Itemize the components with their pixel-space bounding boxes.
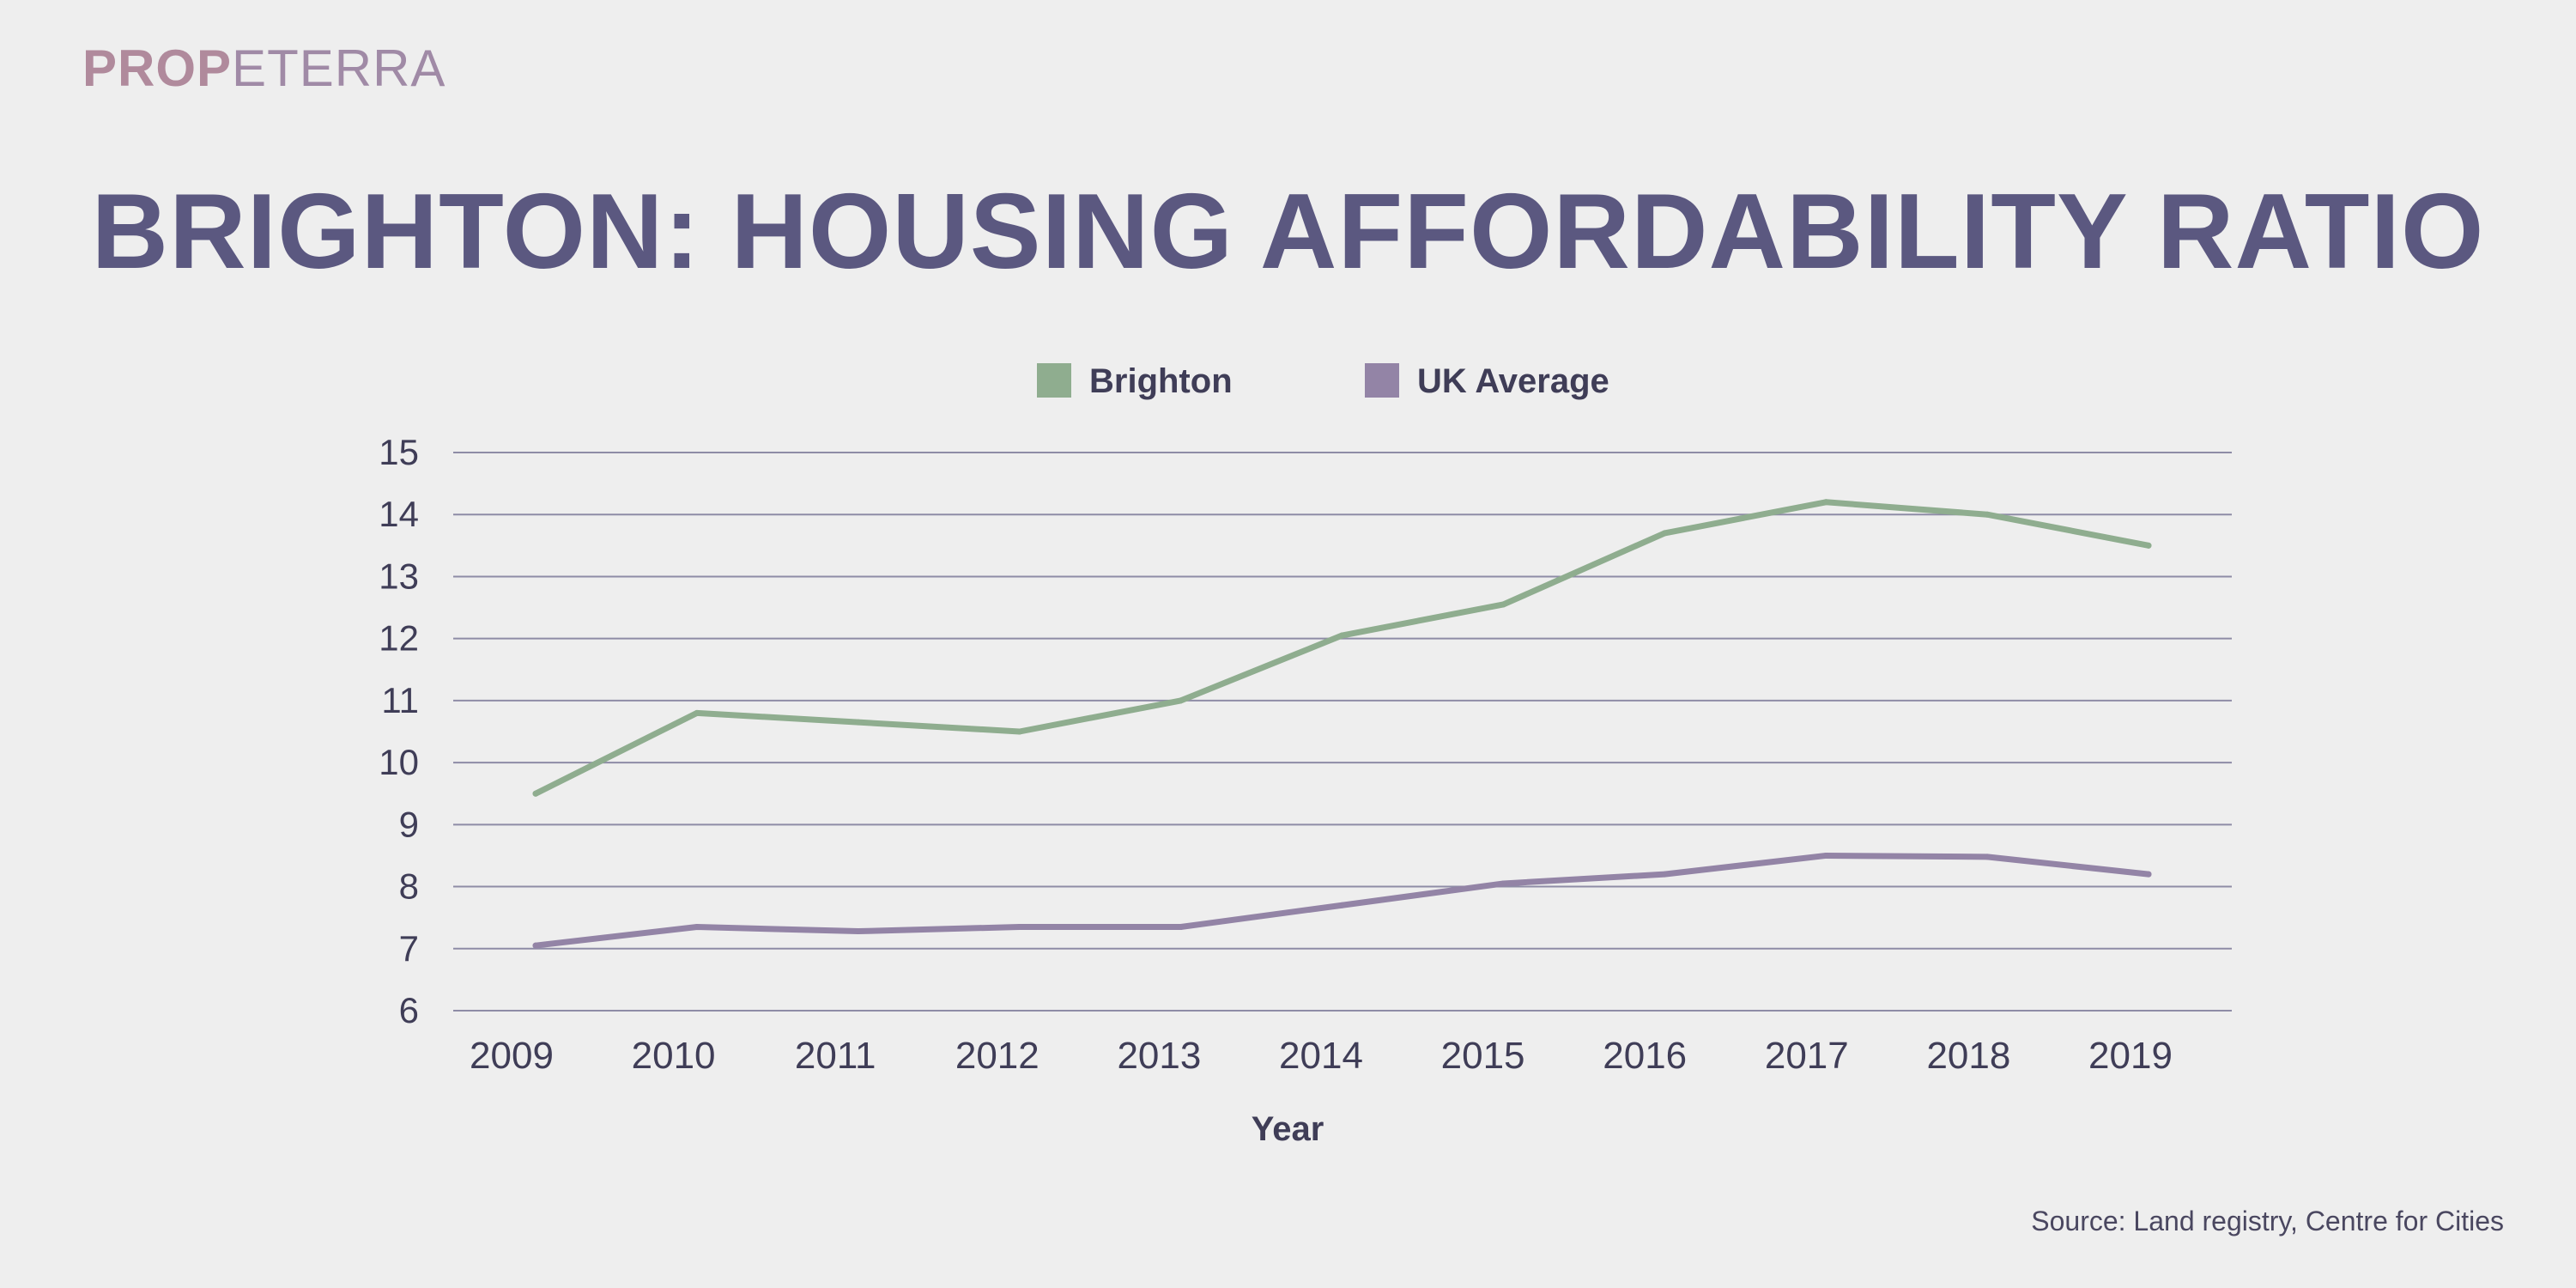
series-lines	[532, 499, 2152, 949]
y-tick-label-7: 7	[399, 928, 419, 969]
data-point-brighton-2009	[532, 790, 539, 797]
brand-logo-part1: PROP	[82, 39, 233, 97]
y-tick-label-8: 8	[399, 866, 419, 907]
y-axis: 6 7 8 9 10 11 12 13 14 15	[379, 432, 419, 1030]
data-point-brighton-2015	[1500, 601, 1506, 608]
data-point-uk-average-2009	[532, 942, 539, 949]
data-point-uk-average-2016	[1661, 871, 1668, 878]
data-point-brighton-2013	[1178, 697, 1185, 704]
series-line-brighton	[532, 499, 2152, 797]
y-tick-label-10: 10	[379, 742, 419, 782]
chart-title: BRIGHTON: HOUSING AFFORDABILITY RATIO	[91, 173, 2485, 291]
y-tick-label-15: 15	[379, 432, 419, 472]
x-axis-label: Year	[1252, 1110, 1324, 1148]
x-tick-label-2012: 2012	[955, 1035, 1039, 1077]
y-tick-label-12: 12	[379, 618, 419, 659]
x-tick-label-2009: 2009	[470, 1035, 554, 1077]
brand-logo: PROPETERRA	[82, 43, 445, 94]
x-tick-label-2019: 2019	[2088, 1035, 2173, 1077]
x-axis: 2009 2010 2011 2012 2013 2014 2015 2016 2017 2018…	[470, 1035, 2173, 1077]
data-point-uk-average-2014	[1339, 902, 1345, 908]
gridlines	[453, 452, 2232, 1012]
data-point-brighton-2017	[1822, 499, 1829, 506]
data-point-brighton-2014	[1339, 632, 1345, 639]
y-tick-label-6: 6	[399, 990, 419, 1030]
legend-item-brighton: Brighton	[1037, 362, 1233, 400]
data-point-uk-average-2018	[1984, 854, 1991, 860]
x-tick-label-2014: 2014	[1279, 1035, 1363, 1077]
data-point-uk-average-2019	[2145, 871, 2152, 878]
x-tick-label-2015: 2015	[1441, 1035, 1525, 1077]
y-tick-label-14: 14	[379, 494, 419, 534]
data-point-uk-average-2015	[1500, 880, 1506, 887]
series-line-uk-average	[532, 852, 2152, 949]
x-tick-label-2016: 2016	[1603, 1035, 1687, 1077]
x-tick-label-2013: 2013	[1117, 1035, 1201, 1077]
x-tick-label-2017: 2017	[1765, 1035, 1849, 1077]
data-point-brighton-2016	[1661, 530, 1668, 537]
y-tick-label-13: 13	[379, 556, 419, 596]
data-point-uk-average-2011	[855, 928, 862, 935]
data-point-brighton-2010	[694, 709, 700, 716]
data-point-uk-average-2012	[1016, 924, 1023, 930]
legend-label-uk-average: UK Average	[1417, 362, 1609, 400]
data-point-brighton-2011	[855, 719, 862, 726]
legend-label-brighton: Brighton	[1089, 362, 1233, 400]
data-point-uk-average-2010	[694, 924, 700, 930]
data-point-brighton-2018	[1984, 511, 1991, 518]
legend: Brighton UK Average	[1037, 362, 1609, 400]
data-point-uk-average-2013	[1178, 924, 1185, 930]
data-point-brighton-2019	[2145, 542, 2152, 549]
x-tick-label-2018: 2018	[1926, 1035, 2010, 1077]
legend-swatch-brighton	[1037, 363, 1071, 398]
data-point-brighton-2012	[1016, 728, 1023, 735]
x-tick-label-2010: 2010	[632, 1035, 716, 1077]
legend-swatch-uk-average	[1365, 363, 1399, 398]
y-tick-label-11: 11	[381, 680, 419, 720]
source-note: Source: Land registry, Centre for Cities	[2031, 1206, 2504, 1236]
x-tick-label-2011: 2011	[795, 1035, 876, 1077]
legend-item-uk-average: UK Average	[1365, 362, 1609, 400]
y-tick-label-9: 9	[399, 804, 419, 844]
brand-logo-part2: ETERRA	[232, 39, 446, 97]
data-point-uk-average-2017	[1822, 852, 1829, 859]
